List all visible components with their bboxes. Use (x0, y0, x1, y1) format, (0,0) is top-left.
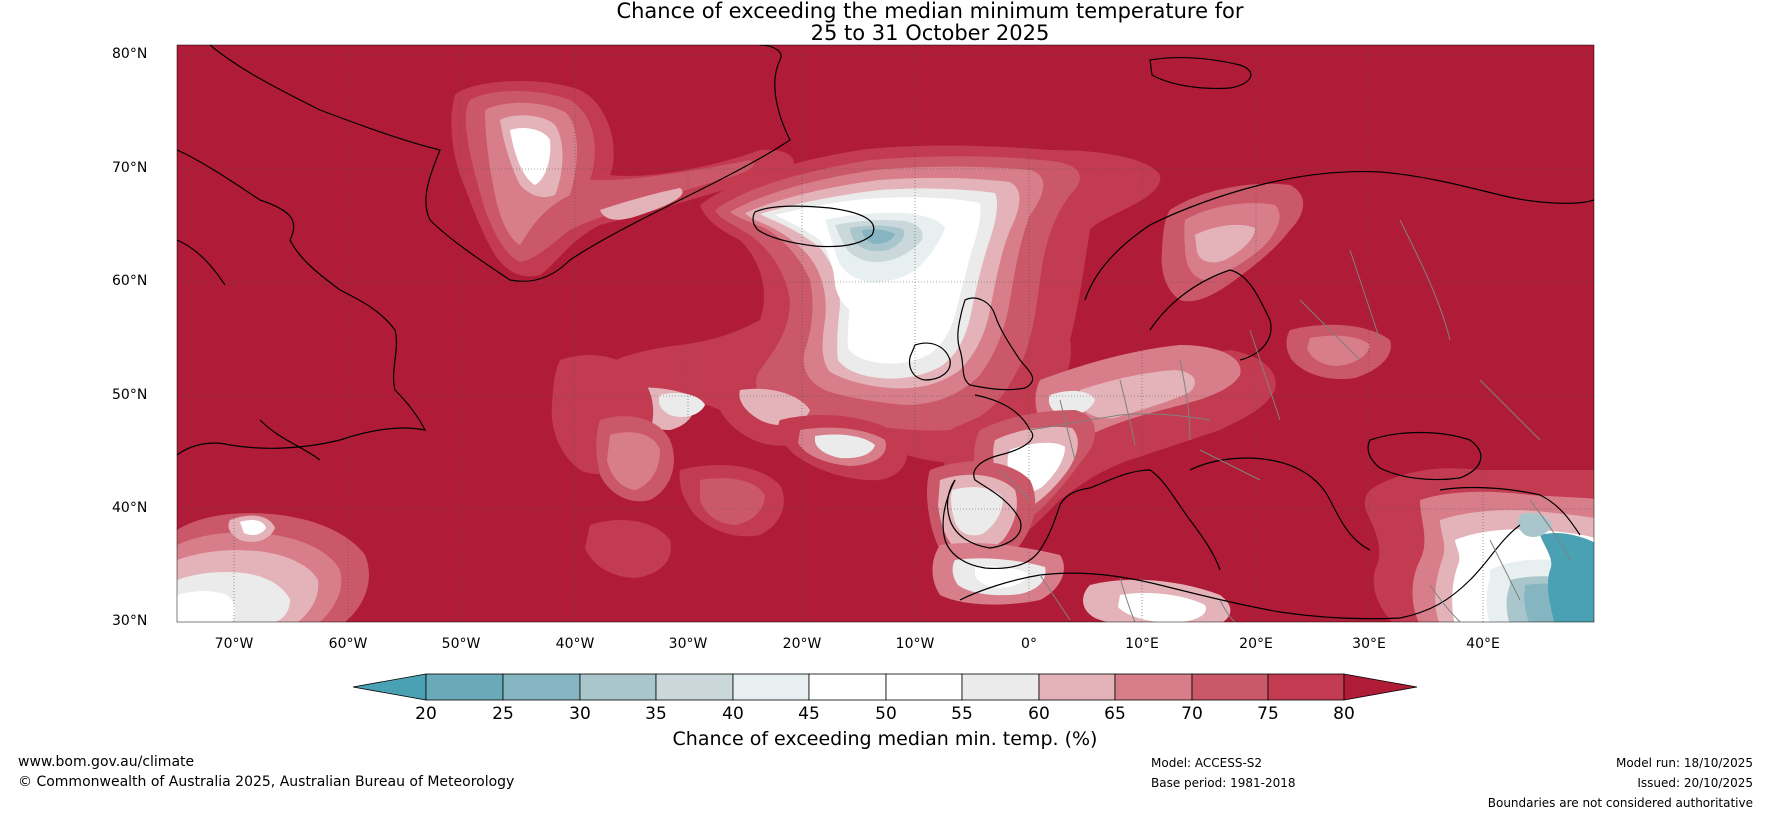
lon-label-0: 0° (1021, 636, 1037, 652)
colorbar-tick: 30 (569, 704, 591, 724)
footer-base-period: Base period: 1981-2018 (1151, 776, 1296, 790)
footer-model: Model: ACCESS-S2 (1151, 756, 1263, 770)
lon-label-30e: 30°E (1352, 636, 1386, 652)
graticule (177, 45, 1594, 622)
anomaly-region-greenland (451, 80, 794, 277)
footer-website: www.bom.gov.au/climate (18, 754, 195, 770)
lon-label-50w: 50°W (441, 636, 481, 652)
colorbar-tick: 55 (951, 704, 973, 724)
lon-label-20e: 20°E (1239, 636, 1273, 652)
colorbar-high-arrow (1343, 673, 1418, 701)
anomaly-region-mid-atlantic (551, 355, 908, 578)
colorbar-tick: 65 (1104, 704, 1126, 724)
lon-label-70w: 70°W (214, 636, 254, 652)
colorbar-tick: 60 (1028, 704, 1050, 724)
lat-label-80n: 80°N (112, 46, 148, 62)
colorbar-title: Chance of exceeding median min. temp. (%… (672, 728, 1098, 750)
colorbar-tick: 40 (722, 704, 744, 724)
colorbar-tick: 50 (875, 704, 897, 724)
anomaly-region-north-atlantic (590, 145, 1161, 463)
map-title-line2: 25 to 31 October 2025 (810, 21, 1050, 45)
lon-label-30w: 30°W (668, 636, 708, 652)
map-area (177, 45, 1594, 622)
lon-label-40w: 40°W (555, 636, 595, 652)
lat-label-50n: 50°N (112, 387, 148, 403)
footer-issued: Issued: 20/10/2025 (1637, 776, 1753, 790)
colorbar-tick: 75 (1257, 704, 1279, 724)
footer-model-run: Model run: 18/10/2025 (1615, 756, 1753, 770)
lon-label-40e: 40°E (1466, 636, 1500, 652)
map-title-line1: Chance of exceeding the median minimum t… (616, 0, 1244, 23)
map-frame (176, 44, 1595, 623)
anomaly-region-south-atlantic (177, 513, 369, 622)
colorbar-tick: 35 (645, 704, 667, 724)
lon-label-10w: 10°W (895, 636, 935, 652)
lat-label-70n: 70°N (112, 160, 148, 176)
lat-label-40n: 40°N (112, 500, 148, 516)
footer-disclaimer: Boundaries are not considered authoritat… (1487, 796, 1753, 810)
colorbar-tick: 45 (798, 704, 820, 724)
lat-label-30n: 30°N (112, 613, 148, 629)
colorbar (352, 673, 1418, 701)
colorbar-tick: 20 (415, 704, 437, 724)
colorbar-low-arrow (352, 673, 427, 701)
anomaly-region-east-med (1364, 468, 1594, 622)
lon-label-10e: 10°E (1125, 636, 1159, 652)
colorbar-tick: 25 (492, 704, 514, 724)
coastlines (177, 45, 1594, 620)
colorbar-tick: 80 (1333, 704, 1355, 724)
colorbar-tick: 70 (1181, 704, 1203, 724)
footer-copyright: © Commonwealth of Australia 2025, Austra… (18, 774, 515, 790)
lon-label-60w: 60°W (328, 636, 368, 652)
lon-label-20w: 20°W (782, 636, 822, 652)
country-borders (999, 219, 1571, 622)
lat-label-60n: 60°N (112, 273, 148, 289)
